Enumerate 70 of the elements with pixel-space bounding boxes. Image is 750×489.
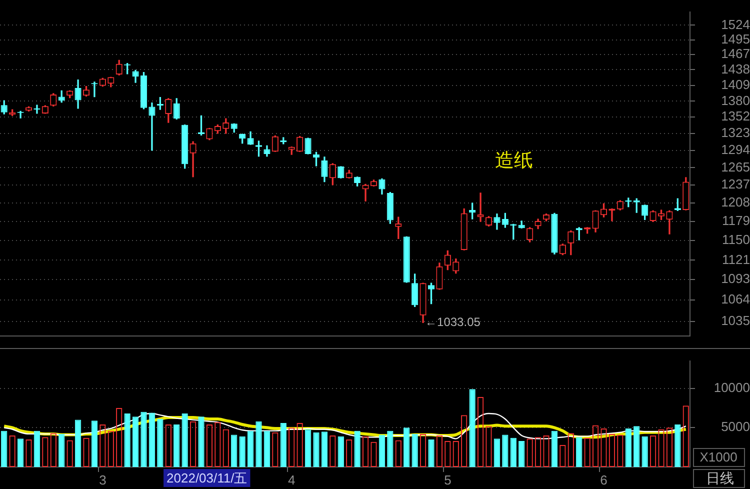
candlestick xyxy=(148,102,156,151)
bar xyxy=(518,441,525,467)
bar xyxy=(148,412,156,467)
bar xyxy=(674,424,681,467)
y-tick-label: 1035 xyxy=(721,312,750,328)
y-tick-label: 1237 xyxy=(721,176,750,192)
bar xyxy=(231,434,238,467)
bar xyxy=(502,434,508,467)
bar xyxy=(198,416,204,467)
y-tick-label: 1409 xyxy=(721,76,750,92)
bar xyxy=(625,428,632,467)
bar xyxy=(313,432,320,467)
bar xyxy=(634,426,640,467)
bar xyxy=(91,420,98,467)
bar xyxy=(551,430,558,467)
y-tick-label: 5000 xyxy=(721,419,750,434)
y-tick-label: 1150 xyxy=(722,232,750,248)
bar xyxy=(34,430,40,467)
y-tick-label: 1093 xyxy=(721,271,750,286)
bar xyxy=(182,414,188,467)
bar xyxy=(124,414,130,467)
text: 造纸 xyxy=(495,150,534,172)
y-tick-label: 1064 xyxy=(721,292,750,307)
bar xyxy=(280,422,286,467)
bar xyxy=(247,430,254,467)
y-axis-title: X1000 xyxy=(700,450,738,465)
y-tick-label: 1438 xyxy=(721,61,750,76)
bar xyxy=(338,436,344,467)
bar xyxy=(404,428,410,467)
bar xyxy=(239,436,246,467)
bar xyxy=(140,412,147,467)
y-tick-label: 1208 xyxy=(721,194,750,210)
y-tick-label: 1380 xyxy=(721,92,750,108)
bar xyxy=(387,430,394,467)
y-tick-label: 1265 xyxy=(721,159,750,174)
text: 2022/03/11/五 xyxy=(166,470,248,486)
bar xyxy=(576,437,582,467)
bar xyxy=(304,429,312,467)
bar xyxy=(1,430,8,467)
bar xyxy=(74,420,82,467)
text: 日线 xyxy=(706,470,734,486)
y-tick-label: 1352 xyxy=(721,108,750,124)
bar xyxy=(378,434,386,467)
bar xyxy=(494,438,500,467)
bar xyxy=(58,434,65,467)
y-tick-label: 1323 xyxy=(721,125,750,140)
bar xyxy=(469,389,476,467)
bar xyxy=(354,430,360,467)
x-tick-label: 6 xyxy=(600,472,608,488)
bar xyxy=(412,434,418,467)
x-tick-label: 3 xyxy=(99,472,106,488)
x-tick-label: 5 xyxy=(444,472,452,488)
bar xyxy=(321,432,328,467)
y-tick-label: 1524 xyxy=(721,16,750,32)
y-tick-label: 1495 xyxy=(721,32,750,47)
x-tick-label: 4 xyxy=(288,472,296,488)
y-tick-label: 1467 xyxy=(721,46,750,61)
bar xyxy=(157,419,164,467)
bar xyxy=(642,436,648,467)
bar xyxy=(132,416,139,467)
y-tick-label: 10000 xyxy=(714,380,750,395)
y-tick-label: 1294 xyxy=(721,142,750,157)
bar xyxy=(510,438,516,467)
bar xyxy=(174,424,180,467)
bar xyxy=(17,438,24,467)
bar xyxy=(264,430,270,467)
annotation: ←1033.05 xyxy=(425,315,481,330)
y-tick-label: 1179 xyxy=(722,213,750,228)
y-tick-label: 1121 xyxy=(722,252,750,267)
bar xyxy=(428,439,434,467)
